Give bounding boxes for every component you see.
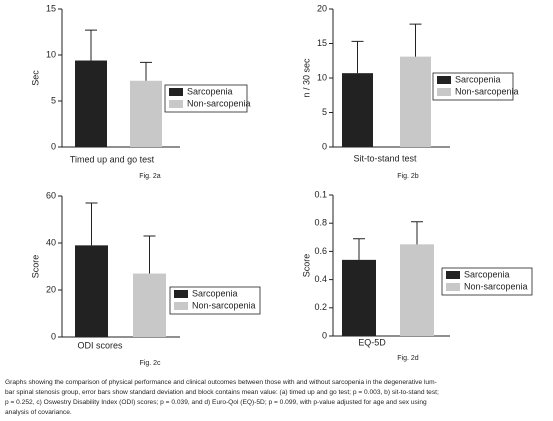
y-tick-label: 40 bbox=[46, 237, 56, 247]
bar bbox=[130, 80, 162, 147]
legend-swatch bbox=[169, 88, 183, 96]
y-tick-label: 5 bbox=[322, 107, 327, 117]
figure-label: Fig. 2b bbox=[397, 173, 419, 180]
y-tick-label: 0.1 bbox=[314, 189, 327, 199]
legend-label: Non-sarcopenia bbox=[192, 300, 256, 310]
bar bbox=[342, 259, 376, 336]
caption-line: p = 0.252, c) Oswestry Disability Index … bbox=[5, 399, 427, 406]
x-axis-label: ODI scores bbox=[77, 340, 123, 350]
y-tick-label: 20 bbox=[317, 3, 327, 13]
y-tick-label: 0 bbox=[51, 331, 56, 341]
bar bbox=[400, 56, 431, 147]
error-bar bbox=[351, 40, 364, 74]
legend-label: Sarcopenia bbox=[464, 269, 510, 279]
error-bar bbox=[85, 29, 97, 61]
y-axis-label: Score bbox=[30, 255, 40, 279]
y-tick-label: 10 bbox=[46, 49, 56, 59]
y-tick-label: 0.6 bbox=[314, 246, 327, 256]
y-axis-label: Score bbox=[301, 254, 311, 278]
x-axis-label: EQ-5D bbox=[358, 337, 386, 347]
y-tick-label: 20 bbox=[46, 284, 56, 294]
y-tick-label: 0.8 bbox=[314, 218, 327, 228]
x-axis-label: Sit-to-stand test bbox=[353, 153, 417, 163]
figure-label: Fig. 2c bbox=[139, 360, 161, 367]
y-tick-label: 15 bbox=[317, 38, 327, 48]
y-tick-label: 10 bbox=[317, 72, 327, 82]
error-bar bbox=[143, 235, 156, 274]
y-tick-label: 0.4 bbox=[314, 274, 327, 284]
error-bar bbox=[353, 238, 365, 260]
y-tick-label: 15 bbox=[46, 3, 56, 13]
error-bar bbox=[85, 202, 98, 246]
legend-swatch bbox=[446, 271, 460, 279]
caption-line: Graphs showing the comparison of physica… bbox=[5, 379, 437, 386]
x-axis-label: Timed up and go test bbox=[70, 154, 155, 164]
legend-swatch bbox=[174, 290, 188, 298]
y-tick-label: 0.2 bbox=[314, 302, 327, 312]
y-axis-label: n / 30 sec bbox=[301, 58, 311, 98]
y-tick-label: 0 bbox=[51, 141, 56, 151]
figure-label: Fig. 2d bbox=[397, 355, 419, 362]
figure-label: Fig. 2a bbox=[139, 173, 161, 180]
legend-label: Non-sarcopenia bbox=[464, 281, 528, 291]
caption-line: analysis of covariance. bbox=[5, 409, 72, 416]
caption-line: bar spinal stenosis group, error bars sh… bbox=[5, 389, 439, 396]
bar bbox=[342, 73, 373, 147]
bar bbox=[75, 245, 108, 337]
legend-swatch bbox=[174, 302, 188, 310]
error-bar bbox=[140, 61, 152, 81]
error-bar bbox=[409, 23, 422, 57]
error-bar bbox=[411, 221, 423, 245]
legend-label: Non-sarcopenia bbox=[187, 98, 251, 108]
y-axis-label: Sec bbox=[30, 70, 40, 86]
bar bbox=[133, 273, 166, 337]
y-tick-label: 0 bbox=[322, 330, 327, 340]
legend-swatch bbox=[169, 100, 183, 108]
bar bbox=[400, 244, 434, 336]
y-tick-label: 60 bbox=[46, 190, 56, 200]
legend-label: Sarcopenia bbox=[187, 86, 233, 96]
legend-swatch bbox=[446, 283, 460, 291]
legend-swatch bbox=[437, 76, 451, 84]
y-tick-label: 0 bbox=[322, 141, 327, 151]
legend-label: Sarcopenia bbox=[192, 288, 238, 298]
bar bbox=[75, 60, 107, 147]
legend-swatch bbox=[437, 88, 451, 96]
legend-label: Sarcopenia bbox=[455, 74, 501, 84]
legend-label: Non-sarcopenia bbox=[455, 86, 519, 96]
y-tick-label: 5 bbox=[51, 95, 56, 105]
